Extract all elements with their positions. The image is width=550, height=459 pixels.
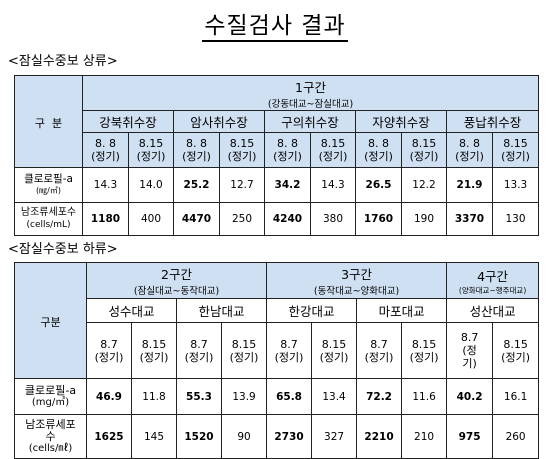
upper-date-cell: 8.15 (정기): [491, 132, 540, 168]
upper-date-row: 8. 8 (정기) 8.15 (정기) 8. 8 (정기) 8.15 (정기) 8. 8…: [15, 132, 540, 168]
lower-date-cell: 8.15 (정기): [401, 322, 448, 379]
lower-zone-range: (동작대교~양화대교): [313, 286, 400, 297]
value-cell: 11.8: [131, 378, 177, 415]
upper-date-cell: 8.15 (정기): [401, 132, 447, 168]
row-label: 클로로필-a (㎎/㎥): [14, 167, 83, 203]
value-cell: 12.2: [401, 167, 447, 203]
upper-date-cell: 8. 8 (정기): [264, 132, 311, 168]
value-cell: 250: [219, 202, 265, 236]
upper-date-cell: 8.15 (정기): [128, 132, 174, 168]
upper-date-cell: 8. 8 (정기): [82, 132, 129, 168]
value-cell: 210: [401, 414, 448, 459]
lower-category-cell: 구분: [14, 262, 87, 379]
value-cell: 13.9: [220, 378, 268, 415]
lower-zone-range: (잠실대교~동작대교): [133, 286, 220, 297]
row-label: 남조류세포 수 (cells/㎖): [14, 414, 87, 459]
value-cell: 1520: [176, 414, 222, 459]
lower-zone-header: 3구간 (동작대교~양화대교): [266, 262, 448, 299]
lower-table: 구분 2구간 (잠실대교~동작대교) 3구간 (동작대교~양화대교) 4구간 (…: [14, 262, 540, 459]
value-cell: 40.2: [446, 378, 494, 415]
lower-zone-header: 4구간 (양화대교~행주대교): [446, 262, 540, 299]
lower-zone-name: 2구간: [161, 267, 192, 282]
lower-station: 성수대교: [86, 298, 177, 323]
value-cell: 26.5: [355, 167, 402, 203]
upper-station: 암사취수장: [173, 110, 265, 133]
lower-zone-header: 2구간 (잠실대교~동작대교): [85, 262, 268, 299]
upper-date-cell: 8. 8 (정기): [355, 132, 402, 168]
upper-zone-range: (강동대교~잠실대교): [267, 98, 354, 110]
value-cell: 90: [220, 414, 268, 459]
lower-zone-name: 3구간: [341, 267, 373, 282]
value-cell: 1180: [82, 202, 129, 236]
value-cell: 1760: [355, 202, 402, 236]
value-cell: 65.8: [266, 378, 313, 415]
lower-zone-name: 4구간: [477, 268, 509, 284]
lower-date-cell: 8.7(정기): [266, 322, 313, 379]
upper-station: 자양취수장: [355, 110, 447, 133]
value-cell: 14.3: [82, 167, 129, 203]
value-cell: 4470: [173, 202, 220, 236]
value-cell: 3370: [446, 202, 493, 236]
value-cell: 13.3: [491, 167, 540, 203]
upper-station: 강북취수장: [82, 110, 174, 133]
lower-zone-range: (양화대교~행주대교): [458, 285, 527, 295]
value-cell: 4240: [264, 202, 311, 236]
upper-date-cell: 8. 8 (정기): [446, 132, 493, 168]
upper-station: 풍납취수장: [445, 110, 540, 133]
value-cell: 975: [446, 414, 494, 459]
value-cell: 72.2: [356, 378, 403, 415]
value-cell: 380: [310, 202, 356, 236]
lower-date-cell: 8.7(정기): [356, 322, 403, 379]
upper-zone-name: 1구간: [295, 79, 326, 95]
value-cell: 130: [491, 202, 540, 236]
lower-station: 성산대교: [446, 298, 540, 323]
lower-date-cell: 8.15 (정기): [220, 322, 268, 379]
value-cell: 2210: [356, 414, 403, 459]
lower-station: 한남대교: [175, 298, 268, 323]
value-cell: 1625: [86, 414, 132, 459]
upper-row-chlorophyll: 클로로필-a (㎎/㎥) 14.3 14.0 25.2 12.7 34.2 14…: [14, 167, 540, 203]
value-cell: 145: [131, 414, 177, 459]
value-cell: 21.9: [446, 167, 493, 203]
lower-date-cell: 8.7(정기): [176, 322, 222, 379]
value-cell: 400: [128, 202, 174, 236]
value-cell: 327: [311, 414, 358, 459]
lower-date-cell: 8.15 (정기): [311, 322, 358, 379]
value-cell: 12.7: [219, 167, 265, 203]
upper-zone-header: 1구간 (강동대교~잠실대교): [81, 75, 540, 111]
lower-date-row: 8.7 (정기) 8.15 (정기) 8.7 (정기) 8.15 (정기) 8.7 (정기…: [15, 322, 540, 379]
lower-date-cell: 8.7(정기): [86, 322, 132, 379]
upper-station: 구의취수장: [264, 110, 356, 133]
value-cell: 190: [401, 202, 447, 236]
lower-row-cyanobacteria: 남조류세포 수 (cells/㎖) 1625 145 1520 90 2730 …: [14, 414, 540, 459]
value-cell: 13.4: [311, 378, 358, 415]
value-cell: 46.9: [86, 378, 132, 415]
value-cell: 16.1: [492, 378, 540, 415]
lower-row-chlorophyll: 클로로필-a (mg/㎥) 46.9 11.8 55.3 13.9 65.8 1…: [14, 378, 540, 415]
value-cell: 260: [492, 414, 540, 459]
value-cell: 11.6: [401, 378, 448, 415]
row-label: 클로로필-a (mg/㎥): [14, 378, 87, 415]
value-cell: 55.3: [176, 378, 222, 415]
upper-date-cell: 8.15 (정기): [310, 132, 356, 168]
upper-date-cell: 8. 8 (정기): [173, 132, 220, 168]
page-title: 수질검사 결과: [0, 6, 550, 42]
upper-table: 구 분 1구간 (강동대교~잠실대교) 강북취수장 암사취수장 구의취수장 자양…: [14, 75, 540, 236]
lower-station: 한강대교: [266, 298, 358, 323]
row-label: 남조류세포수 (cells/mL): [14, 202, 83, 236]
lower-date-cell: 8.15 (정기): [492, 322, 540, 379]
lower-station: 마포대교: [356, 298, 448, 323]
lower-date-cell: 8.15 (정기): [131, 322, 177, 379]
value-cell: 14.0: [128, 167, 174, 203]
upper-row-cyanobacteria: 남조류세포수 (cells/mL) 1180 400 4470 250 4240…: [14, 202, 540, 236]
lower-section-title: <잠실수중보 하류>: [8, 242, 118, 257]
upper-category-cell: 구 분: [14, 75, 83, 168]
value-cell: 25.2: [173, 167, 220, 203]
value-cell: 14.3: [310, 167, 356, 203]
value-cell: 34.2: [264, 167, 311, 203]
value-cell: 2730: [266, 414, 313, 459]
upper-section-title: <잠실수중보 상류>: [8, 54, 118, 69]
upper-date-cell: 8.15 (정기): [219, 132, 265, 168]
